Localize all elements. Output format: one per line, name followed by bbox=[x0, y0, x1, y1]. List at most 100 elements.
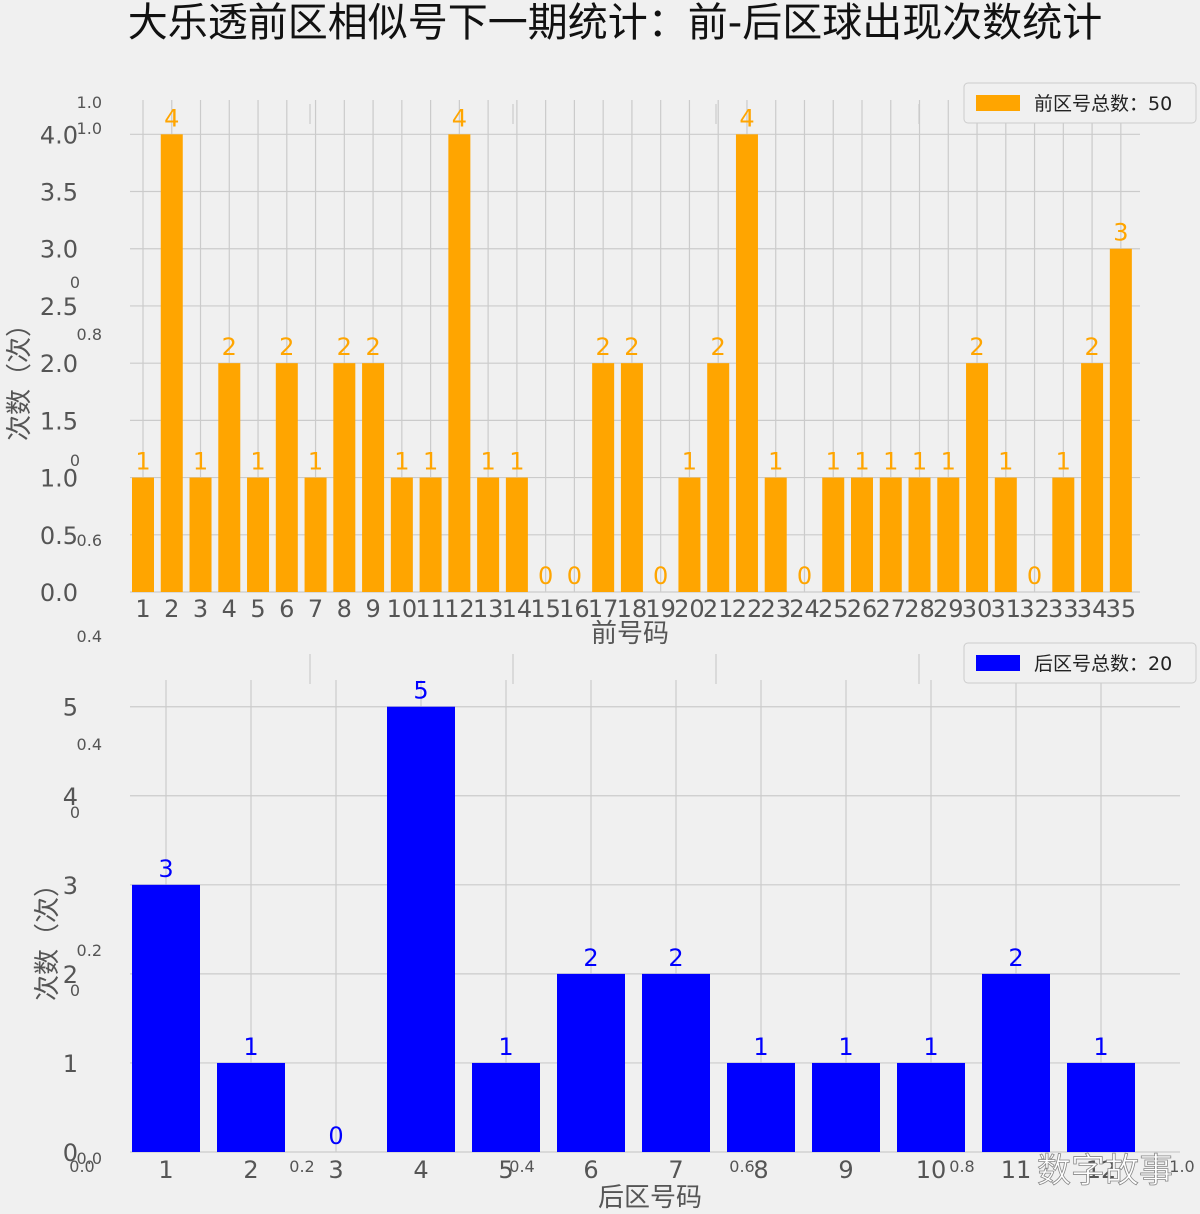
front-y-axis-label: 次数（次） bbox=[5, 311, 35, 441]
front-bar bbox=[1109, 248, 1132, 592]
front-y-tick-label: 2.0 bbox=[40, 350, 78, 378]
back-value-label: 1 bbox=[838, 1033, 853, 1061]
back-x-tick-label: 9 bbox=[838, 1156, 853, 1184]
front-value-label: 2 bbox=[365, 333, 380, 361]
ghost-y-tick-label: 0.8 bbox=[77, 325, 102, 344]
front-x-tick-label: 15 bbox=[530, 595, 561, 623]
front-value-label: 1 bbox=[854, 448, 869, 476]
front-value-label: 2 bbox=[596, 333, 611, 361]
front-x-tick-label: 14 bbox=[502, 595, 533, 623]
front-bar bbox=[764, 477, 787, 592]
back-legend-box bbox=[963, 642, 1197, 684]
back-x-tick-label: 6 bbox=[583, 1156, 598, 1184]
back-bar bbox=[642, 973, 710, 1152]
back-x-axis-label: 后区号码 bbox=[598, 1183, 702, 1213]
back-x-tick-label: 8 bbox=[753, 1156, 768, 1184]
front-x-tick-label: 12 bbox=[444, 595, 475, 623]
front-bar bbox=[362, 363, 385, 592]
back-bar bbox=[1067, 1062, 1135, 1152]
front-x-tick-label: 19 bbox=[645, 595, 676, 623]
back-value-label: 1 bbox=[753, 1033, 768, 1061]
front-legend-box bbox=[963, 82, 1197, 124]
front-x-tick-label: 10 bbox=[387, 595, 418, 623]
front-x-tick-label: 25 bbox=[818, 595, 849, 623]
front-x-tick-label: 35 bbox=[1106, 595, 1137, 623]
back-bar bbox=[727, 1062, 795, 1152]
front-y-tick-label: 0.5 bbox=[40, 522, 78, 550]
front-value-label: 1 bbox=[308, 448, 323, 476]
front-value-label: 1 bbox=[826, 448, 841, 476]
front-value-label: 2 bbox=[279, 333, 294, 361]
front-value-label: 1 bbox=[682, 448, 697, 476]
ghost-y-tick-label: 0 bbox=[70, 803, 80, 822]
front-bar bbox=[994, 477, 1017, 592]
front-x-axis-label: 前号码 bbox=[591, 619, 669, 649]
ghost-y-tick-label: 0 bbox=[70, 981, 80, 1000]
front-value-label: 0 bbox=[797, 562, 812, 590]
ghost-y-tick-label: 0 bbox=[70, 451, 80, 470]
back-bar bbox=[132, 884, 200, 1152]
front-x-tick-label: 7 bbox=[308, 595, 323, 623]
ghost-y-tick-label: 0.6 bbox=[77, 531, 102, 550]
front-bar bbox=[678, 477, 701, 592]
front-value-label: 1 bbox=[1056, 448, 1071, 476]
front-x-tick-label: 13 bbox=[473, 595, 504, 623]
back-x-tick-label: 7 bbox=[668, 1156, 683, 1184]
front-x-tick-label: 9 bbox=[365, 595, 380, 623]
chart-title: 大乐透前区相似号下一期统计：前-后区球出现次数统计 bbox=[128, 0, 1102, 46]
front-bar bbox=[735, 134, 758, 593]
front-value-label: 0 bbox=[567, 562, 582, 590]
front-x-tick-label: 4 bbox=[222, 595, 237, 623]
back-x-tick-label: 10 bbox=[916, 1156, 947, 1184]
front-x-tick-label: 24 bbox=[789, 595, 820, 623]
front-y-tick-label: 4.0 bbox=[40, 121, 78, 149]
front-x-tick-label: 16 bbox=[559, 595, 590, 623]
front-x-tick-label: 20 bbox=[674, 595, 705, 623]
ghost-x-tick-label: 0.2 bbox=[289, 1157, 314, 1176]
ghost-y-tick-label: 0.4 bbox=[77, 735, 102, 754]
back-x-tick-label: 3 bbox=[328, 1156, 343, 1184]
front-bar bbox=[592, 363, 615, 592]
front-bar bbox=[707, 363, 730, 592]
front-x-tick-label: 21 bbox=[703, 595, 734, 623]
front-x-tick-label: 26 bbox=[847, 595, 878, 623]
front-y-tick-label: 1.5 bbox=[40, 407, 78, 435]
front-x-tick-label: 30 bbox=[962, 595, 993, 623]
back-x-tick-label: 12 bbox=[1086, 1156, 1117, 1184]
front-x-tick-label: 28 bbox=[904, 595, 935, 623]
back-bar bbox=[982, 973, 1050, 1152]
front-bar bbox=[966, 363, 989, 592]
front-value-label: 1 bbox=[135, 448, 150, 476]
back-legend-label: 后区号总数：20 bbox=[1034, 653, 1172, 675]
back-y-tick-label: 4 bbox=[63, 783, 78, 811]
front-bar bbox=[822, 477, 845, 592]
front-bar bbox=[333, 363, 356, 592]
ghost-x-tick-label: 0.6 bbox=[729, 1157, 754, 1176]
front-value-label: 1 bbox=[998, 448, 1013, 476]
back-value-label: 1 bbox=[498, 1033, 513, 1061]
ghost-y-tick-label: 0.2 bbox=[77, 941, 102, 960]
front-value-label: 4 bbox=[164, 104, 179, 132]
front-x-tick-label: 27 bbox=[875, 595, 906, 623]
front-bar bbox=[390, 477, 413, 592]
front-value-label: 1 bbox=[423, 448, 438, 476]
front-value-label: 2 bbox=[337, 333, 352, 361]
front-value-label: 1 bbox=[941, 448, 956, 476]
back-value-label: 5 bbox=[413, 677, 428, 705]
front-value-label: 1 bbox=[394, 448, 409, 476]
front-bar bbox=[275, 363, 298, 592]
front-value-label: 4 bbox=[452, 104, 467, 132]
back-x-tick-label: 2 bbox=[243, 1156, 258, 1184]
front-bar bbox=[160, 134, 183, 593]
front-value-label: 2 bbox=[711, 333, 726, 361]
ghost-x-tick-label: 1.0 bbox=[1169, 1157, 1194, 1176]
front-x-tick-label: 22 bbox=[732, 595, 763, 623]
back-value-label: 2 bbox=[1008, 944, 1023, 972]
front-bar bbox=[477, 477, 500, 592]
ghost-y-tick-label: 0 bbox=[70, 273, 80, 292]
front-bar bbox=[218, 363, 241, 592]
ghost-y-tick-label: 0.0 bbox=[77, 1149, 102, 1168]
front-value-label: 1 bbox=[768, 448, 783, 476]
front-bar bbox=[419, 477, 442, 592]
back-y-tick-label: 0 bbox=[63, 1139, 78, 1167]
